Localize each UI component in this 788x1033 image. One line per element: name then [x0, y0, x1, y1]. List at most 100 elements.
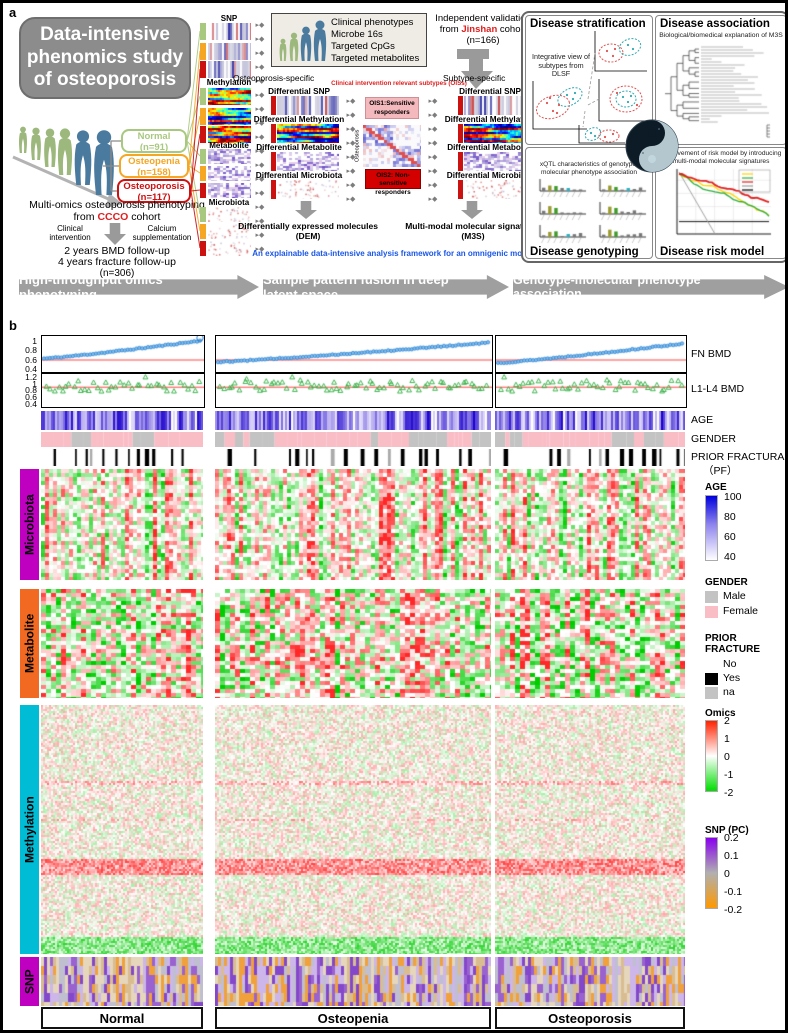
fracture-legend-title-2: FRACTURE: [705, 644, 760, 655]
validation-bent-arrow-icon: [457, 49, 493, 89]
l1l4-tick: 0.8: [25, 385, 37, 395]
ois2-line2: responders: [375, 188, 411, 196]
microbiota-thumb-2: [208, 224, 251, 239]
stratification-subtitle: Integrative view of subtypes from DLSF: [532, 52, 590, 79]
l1l4-bmd-scatter-normal: [41, 373, 205, 408]
risk-title: Disease risk model: [660, 246, 765, 258]
methylation-thumb-1: [208, 88, 251, 105]
banner-fusion: Sample pattern fusion in deep latent spa…: [263, 275, 509, 299]
age-track: [41, 411, 203, 430]
group-osteopenia-n: (n=158): [137, 166, 171, 178]
prior-fracture-label-2: （PF）: [703, 465, 738, 477]
ois2-line1: OIS2: Non-sensitive: [376, 172, 410, 188]
yin-yang-icon: [625, 119, 679, 173]
prior-fracture-track: [215, 449, 491, 466]
snp-heatmap-normal: [41, 957, 203, 1006]
tab-osteopenia: [200, 166, 206, 181]
association-title: Disease association: [660, 18, 770, 30]
clinical-intervention-label: Clinical intervention: [49, 224, 91, 242]
female-swatch: [705, 606, 718, 618]
snp-tick: 0.1: [724, 850, 739, 862]
flow-glyph-column: ▸◆ ▸◆ ▸◆ ▸◆ ▸◆ ▸◆ ▸◆ ▸◆: [346, 98, 356, 203]
group-bracket: [103, 140, 121, 192]
male-swatch: [705, 591, 718, 603]
fn-bmd-label: FN BMD: [691, 348, 732, 360]
omics-tick: 0: [724, 751, 730, 763]
l1l4-tick: 0.4: [25, 399, 37, 409]
fn-bmd-scatter-osteoporosis: [495, 335, 687, 373]
gender-legend-title: GENDER: [705, 577, 748, 588]
phenotype-line-4: Targeted metabolites: [331, 53, 420, 64]
snp-tick: 0.2: [724, 832, 739, 844]
metabolite-thumb-3: [208, 183, 251, 198]
metabolite-heatmap-osteopenia: [215, 589, 491, 698]
snp-legend-title: SNP (PC): [705, 825, 749, 836]
xqtl-chart: [593, 177, 648, 198]
dem-line2: (DEM): [295, 231, 321, 241]
tab-osteoporosis: [200, 126, 206, 143]
prior-fracture-label: PRIOR FRACTURAE: [691, 451, 788, 463]
ois2-box: OIS2: Non-sensitive responders: [365, 169, 421, 196]
methylation-heatmap-osteoporosis: [495, 705, 685, 954]
snp-colorbar: [705, 837, 718, 909]
tab-osteopenia: [200, 108, 206, 125]
ois1-line2: responders: [374, 108, 410, 116]
m3s-line1: Multi-modal molecular signatures: [405, 221, 541, 231]
diff-microbiota-heat: [277, 180, 339, 199]
microbiota-thumb-3: [208, 241, 251, 256]
fracture-no-swatch: [705, 659, 718, 671]
age-colorbar: [705, 495, 718, 561]
xqtl-chart: [593, 223, 648, 244]
ois-header: Clinical intervention relevant subtypes …: [331, 80, 467, 87]
snp-thumb-2: [208, 43, 251, 60]
followup-n: (n=306): [99, 268, 135, 279]
intervention-down-arrow-icon: [104, 223, 126, 245]
snp-heatmap-osteopenia: [215, 957, 491, 1006]
fn-tick: 0.4: [25, 364, 37, 374]
association-subtitle: Biological/biomedical explanation of M3S: [659, 32, 783, 39]
followup-2: 4 years fracture follow-up: [58, 256, 176, 268]
omics-tick: -1: [724, 769, 734, 781]
phenotype-line-1: Clinical phenotypes: [331, 17, 414, 28]
framework-note: An explainable data-intensive analysis f…: [252, 249, 534, 258]
diff-methylation-heat: [464, 124, 524, 143]
tab-osteopenia: [200, 224, 206, 239]
fn-tick: 1: [32, 336, 37, 346]
age-track-label: AGE: [691, 414, 714, 426]
omics-legend-title: Omics: [705, 708, 736, 719]
snp-thumb-1: [208, 23, 251, 40]
followup-1: 2 years BMD follow-up: [64, 245, 170, 257]
cohort-word: cohort: [131, 211, 161, 223]
diff-sidebar: [271, 124, 276, 143]
group-footer-normal: Normal: [41, 1007, 203, 1029]
genotyping-title: Disease genotyping: [530, 246, 639, 258]
group-normal-label: Normal: [137, 131, 171, 142]
validation-line2: from Jinshan cohort: [427, 24, 539, 36]
male-label: Male: [723, 590, 746, 602]
fn-tick: 0.6: [25, 355, 37, 365]
diff-metabolite-label: Differential Metabolite: [447, 143, 533, 152]
banner-association-label: Genotype-molecular phenotype association: [513, 273, 701, 301]
omics-tick: 1: [724, 733, 730, 745]
fn-bmd-scatter-osteopenia: [215, 335, 493, 373]
age-tick: 100: [724, 491, 742, 503]
l1l4-bmd-scatter-osteopenia: [215, 373, 493, 408]
fracture-legend-title-1: PRIOR: [705, 633, 737, 644]
sidebar-snp: SNP: [20, 957, 39, 1006]
microbiota-heatmap-osteoporosis: [495, 469, 685, 580]
methylation-heatmap-normal: [41, 705, 203, 954]
gender-track: [41, 432, 203, 447]
metabolite-heatmap-normal: [41, 589, 203, 698]
genotyping-subtitle: xQTL characteristics of genotype-molecul…: [539, 161, 639, 176]
tab-osteopenia: [200, 43, 206, 60]
group-osteoporosis-label: Osteoporosis: [123, 181, 185, 192]
diff-sidebar: [271, 180, 276, 199]
phenotype-box-silhouettes: [279, 20, 327, 61]
thumb-label-snp: SNP: [220, 14, 238, 23]
ois1-box: OIS1:Sensitive responders: [365, 97, 419, 119]
group-osteoporosis-n: (n=117): [137, 191, 171, 203]
group-box-osteoporosis: Osteoporosis (n=117): [117, 179, 191, 203]
thumb-label-metabolite: Metabolite: [209, 141, 249, 150]
group-osteopenia-label: Osteopenia: [128, 156, 180, 167]
metabolite-heatmap-osteoporosis: [495, 589, 685, 698]
